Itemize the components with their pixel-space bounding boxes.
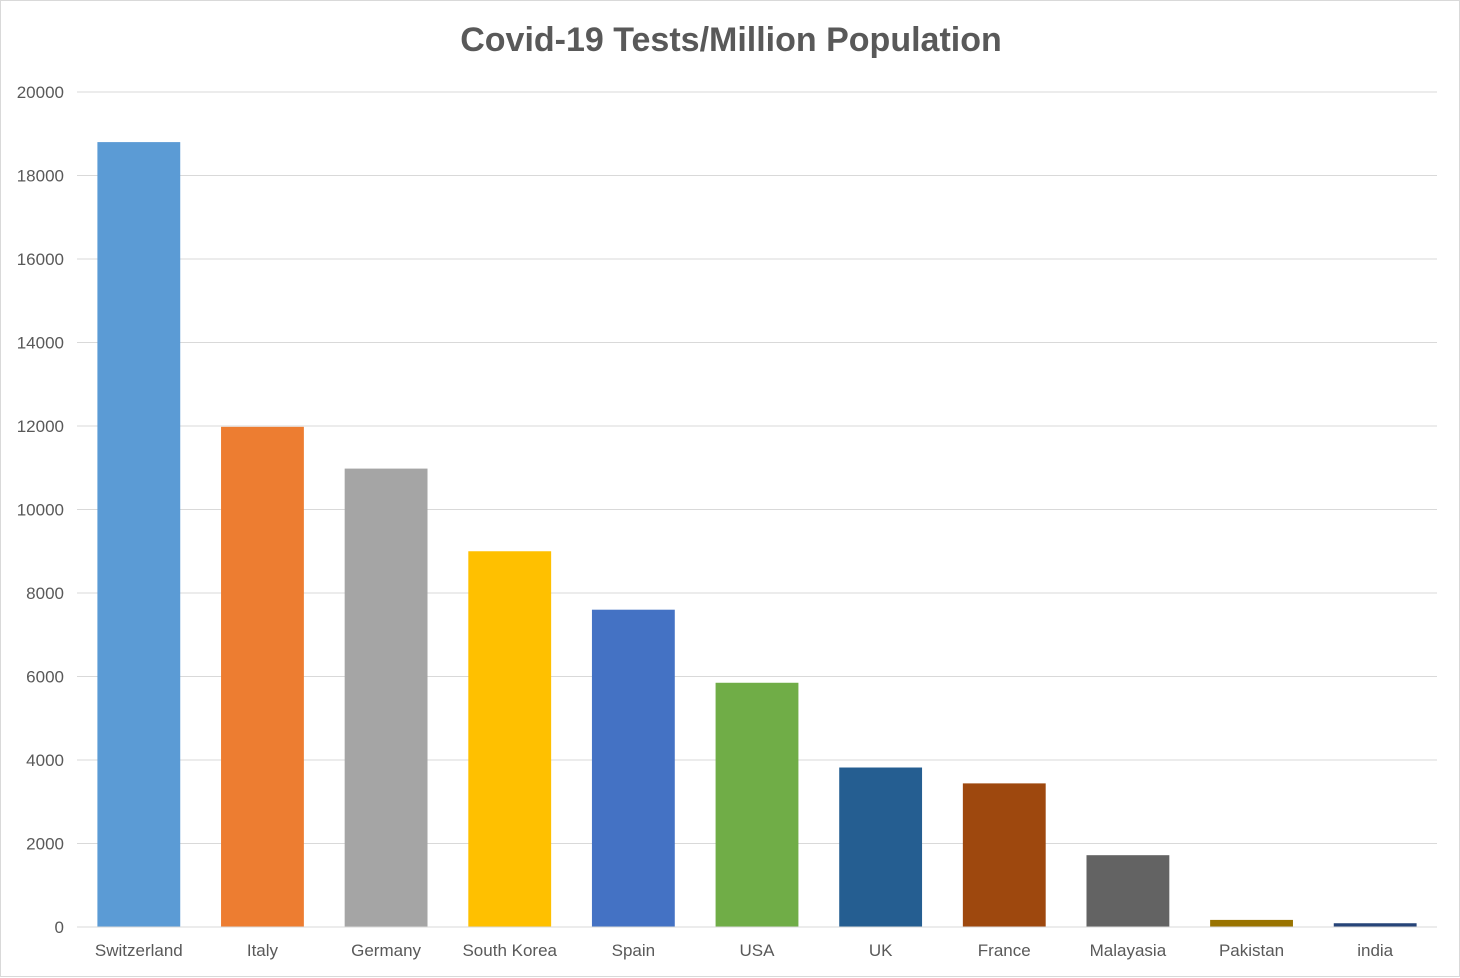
y-tick-label: 18000 [17, 167, 64, 186]
chart-title: Covid-19 Tests/Million Population [460, 21, 1002, 59]
x-category-label: USA [740, 941, 776, 960]
bar-spain [591, 609, 675, 927]
x-category-label: UK [869, 941, 893, 960]
bar-usa [715, 682, 799, 927]
x-category-label: Spain [612, 941, 655, 960]
x-axis-categories: Switzerland Italy Germany South Korea Spain U… [95, 941, 1394, 960]
x-category-label: Germany [351, 941, 421, 960]
bar-france [962, 783, 1046, 927]
x-category-label: Switzerland [95, 941, 183, 960]
y-tick-label: 14000 [17, 334, 64, 353]
y-tick-label: 8000 [26, 584, 64, 603]
bar-pakistan [1210, 919, 1293, 927]
y-tick-label: 4000 [26, 751, 64, 770]
y-tick-label: 2000 [26, 835, 64, 854]
y-axis-ticks: 0 2000 4000 6000 8000 10000 12000 14000 16000 180… [17, 83, 64, 937]
bars [97, 142, 1417, 928]
x-category-label: Pakistan [1219, 941, 1284, 960]
y-tick-label: 12000 [17, 417, 64, 436]
x-category-label: France [978, 941, 1031, 960]
y-tick-label: 6000 [26, 668, 64, 687]
bar-south-korea [468, 551, 552, 927]
x-category-label: Italy [247, 941, 279, 960]
bar-switzerland [97, 142, 181, 928]
y-tick-label: 20000 [17, 83, 64, 102]
x-category-label: Malayasia [1090, 941, 1167, 960]
bar-germany [344, 468, 428, 927]
bar-malayasia [1086, 855, 1170, 927]
y-tick-label: 10000 [17, 501, 64, 520]
y-tick-label: 16000 [17, 250, 64, 269]
bar-india [1333, 923, 1417, 927]
bar-italy [221, 426, 304, 927]
y-tick-label: 0 [55, 918, 64, 937]
x-category-label: South Korea [462, 941, 557, 960]
x-category-label: india [1357, 941, 1393, 960]
bar-uk [839, 767, 923, 927]
